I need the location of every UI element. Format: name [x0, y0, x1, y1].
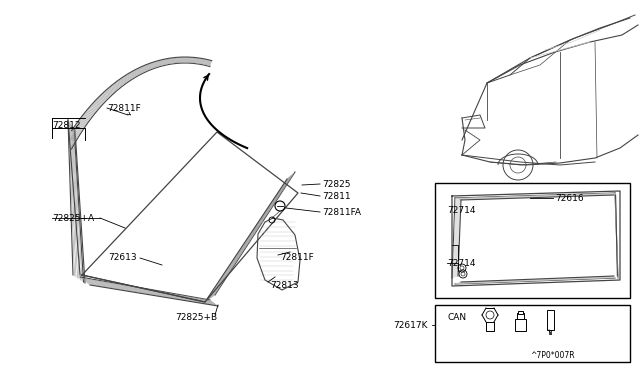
Text: 72811F: 72811F — [107, 103, 141, 112]
Text: 72613: 72613 — [108, 253, 136, 263]
Text: 72825: 72825 — [322, 180, 351, 189]
Text: 72825+A: 72825+A — [52, 214, 94, 222]
Text: 72812: 72812 — [52, 121, 81, 129]
Text: 72811: 72811 — [322, 192, 351, 201]
Bar — [435, 183, 630, 298]
Bar — [517, 313, 524, 319]
Text: 72811FA: 72811FA — [322, 208, 361, 217]
Bar — [547, 310, 554, 330]
Text: ^7P0*007R: ^7P0*007R — [530, 350, 575, 359]
Text: 72813: 72813 — [270, 280, 299, 289]
Text: 72714: 72714 — [447, 205, 476, 215]
Bar — [515, 319, 526, 331]
Text: 72714: 72714 — [447, 259, 476, 267]
Bar — [518, 311, 523, 314]
Text: 72811F: 72811F — [280, 253, 314, 263]
Text: 72616: 72616 — [555, 193, 584, 202]
Text: 72617K: 72617K — [393, 321, 428, 330]
Bar — [435, 305, 630, 362]
Text: CAN: CAN — [448, 314, 467, 323]
Text: 72825+B: 72825+B — [175, 314, 217, 323]
